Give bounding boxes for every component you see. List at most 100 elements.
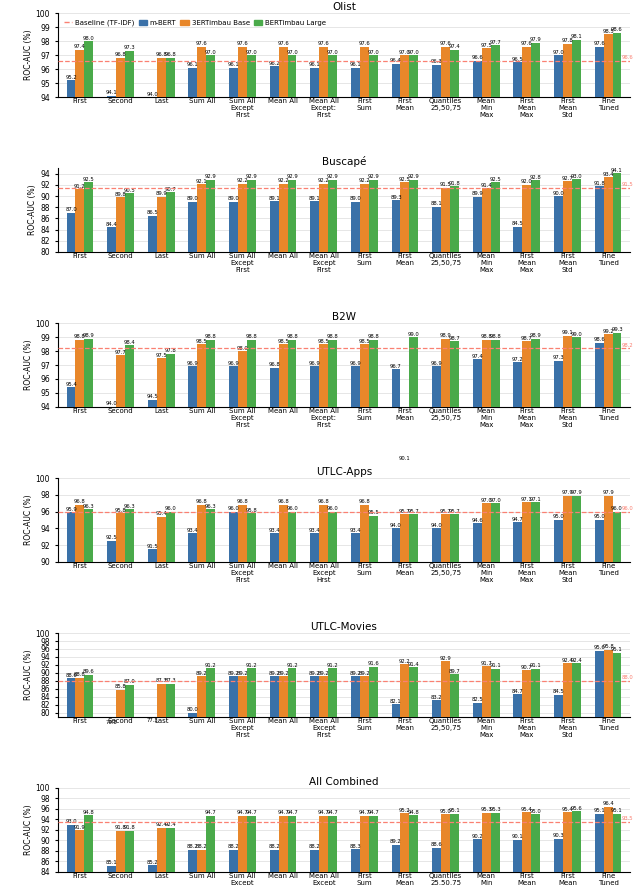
Bar: [410, 667, 419, 885]
Bar: [206, 668, 215, 885]
Bar: [401, 514, 410, 885]
Text: 96.3: 96.3: [83, 504, 95, 509]
Text: 94.0: 94.0: [106, 402, 118, 406]
Bar: [441, 514, 450, 885]
Text: 84.5: 84.5: [512, 221, 524, 227]
Text: 82.5: 82.5: [472, 697, 483, 703]
Bar: [482, 666, 491, 885]
Text: 85.1: 85.1: [106, 860, 118, 866]
Text: 94.1: 94.1: [611, 168, 623, 173]
Text: 96.8: 96.8: [115, 52, 127, 58]
Text: 89.1: 89.1: [309, 196, 321, 201]
Bar: [595, 813, 604, 885]
Bar: [572, 40, 581, 885]
Text: 98.8: 98.8: [74, 335, 86, 340]
Bar: [513, 522, 522, 885]
Bar: [491, 45, 500, 885]
Text: 97.6: 97.6: [277, 42, 289, 46]
Bar: [450, 186, 459, 698]
Text: 97.0: 97.0: [552, 50, 564, 55]
Bar: [572, 337, 581, 885]
Bar: [360, 816, 369, 885]
Text: 96.0: 96.0: [611, 506, 623, 512]
Text: 87.0: 87.0: [124, 680, 136, 684]
Text: 88.8: 88.8: [74, 673, 86, 677]
Bar: [67, 825, 76, 885]
Text: 89.0: 89.0: [349, 196, 361, 201]
Bar: [441, 661, 450, 885]
Text: 90.1: 90.1: [512, 835, 524, 839]
Text: 92.4: 92.4: [164, 822, 176, 827]
Text: 94.8: 94.8: [83, 810, 95, 815]
Text: 98.9: 98.9: [440, 333, 451, 338]
Text: 83.2: 83.2: [431, 695, 442, 699]
Bar: [107, 227, 116, 698]
Text: 96.9: 96.9: [228, 361, 239, 366]
Text: 90.1: 90.1: [399, 456, 411, 461]
Text: 94.7: 94.7: [327, 810, 339, 815]
Text: 94.8: 94.8: [408, 810, 420, 815]
Text: 95.1: 95.1: [611, 808, 623, 813]
Bar: [229, 366, 238, 885]
Text: 96.8: 96.8: [358, 499, 370, 504]
Text: 89.2: 89.2: [196, 671, 208, 675]
Bar: [188, 534, 197, 885]
Text: 95.1: 95.1: [611, 647, 623, 652]
Text: 88.2: 88.2: [309, 844, 321, 850]
Bar: [278, 505, 287, 885]
Bar: [392, 369, 401, 885]
Bar: [116, 513, 125, 885]
Text: 90.0: 90.0: [552, 190, 564, 196]
Text: 97.7: 97.7: [489, 40, 501, 45]
Text: 99.0: 99.0: [408, 332, 420, 336]
Bar: [84, 674, 93, 885]
Bar: [473, 703, 482, 885]
Text: 97.5: 97.5: [156, 352, 167, 358]
Bar: [595, 650, 604, 885]
Text: 96.4: 96.4: [602, 801, 614, 806]
Bar: [360, 47, 369, 885]
Text: 96.6: 96.6: [621, 55, 633, 60]
Text: 95.7: 95.7: [408, 509, 420, 513]
Bar: [554, 55, 563, 885]
Bar: [392, 200, 401, 698]
Bar: [513, 840, 522, 885]
Text: 97.0: 97.0: [489, 497, 501, 503]
Text: 90.3: 90.3: [553, 834, 564, 838]
Text: 96.8: 96.8: [318, 499, 330, 504]
Text: 97.6: 97.6: [358, 42, 370, 46]
Bar: [473, 61, 482, 885]
Text: 98.7: 98.7: [521, 335, 532, 341]
Bar: [482, 340, 491, 885]
Title: All Combined: All Combined: [309, 777, 379, 787]
Bar: [287, 340, 296, 885]
Bar: [604, 807, 612, 885]
Text: 88.6: 88.6: [65, 673, 77, 678]
Text: 89.8: 89.8: [115, 192, 127, 196]
Text: 77.3: 77.3: [147, 718, 158, 723]
Bar: [67, 213, 76, 698]
Bar: [125, 193, 134, 698]
Text: 93.4: 93.4: [309, 527, 321, 533]
Text: 91.4: 91.4: [480, 183, 492, 188]
Bar: [247, 513, 256, 885]
Text: 88.0: 88.0: [621, 675, 633, 681]
Text: 88.6: 88.6: [431, 843, 442, 847]
Bar: [107, 407, 116, 885]
Text: 95.3: 95.3: [490, 807, 501, 812]
Bar: [206, 340, 215, 885]
Text: 91.5: 91.5: [440, 182, 451, 188]
Bar: [166, 827, 175, 885]
Text: 99.3: 99.3: [611, 327, 623, 333]
Text: 89.2: 89.2: [318, 671, 330, 675]
Text: 91.6: 91.6: [367, 661, 379, 666]
Text: 95.1: 95.1: [449, 808, 460, 813]
Text: 94.7: 94.7: [277, 810, 289, 815]
Bar: [238, 47, 247, 885]
Text: 96.3: 96.3: [124, 504, 135, 509]
Bar: [595, 186, 604, 698]
Bar: [269, 850, 278, 885]
Bar: [604, 650, 612, 885]
Text: 91.2: 91.2: [205, 663, 216, 667]
Bar: [84, 42, 93, 885]
